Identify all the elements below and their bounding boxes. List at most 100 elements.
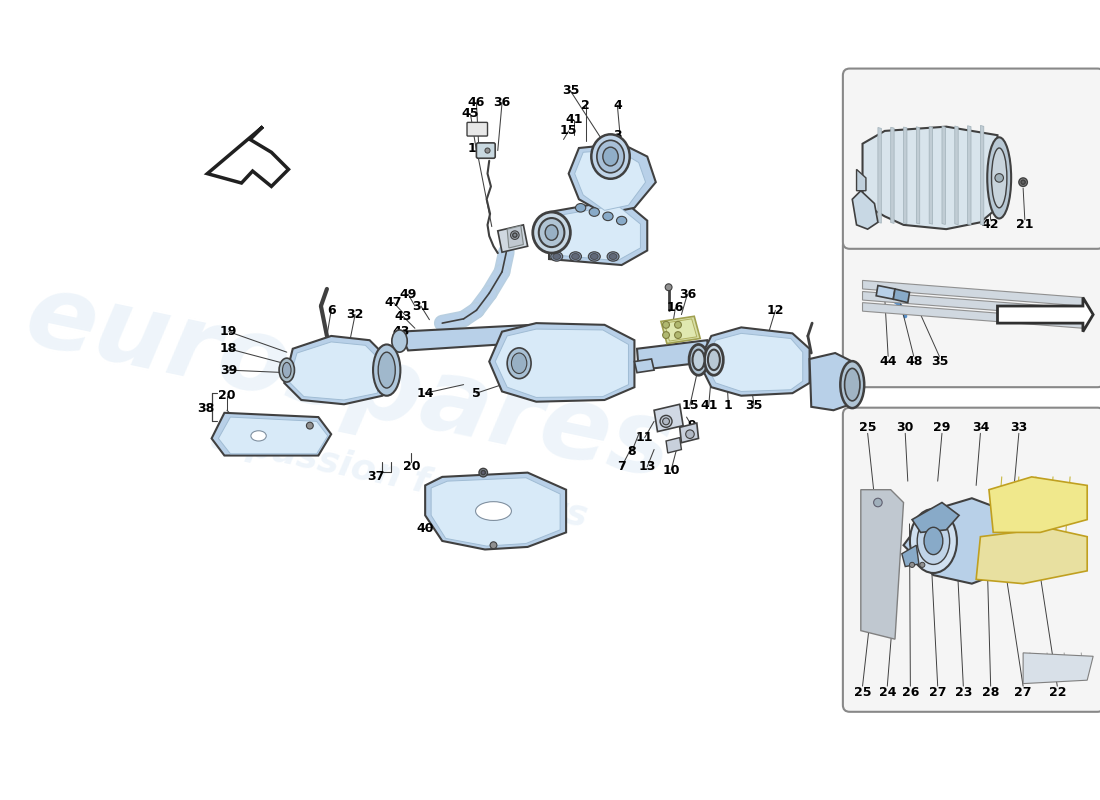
Text: 14: 14 [417, 386, 433, 400]
Circle shape [510, 231, 519, 239]
Text: 27: 27 [1014, 686, 1032, 698]
Ellipse shape [283, 362, 292, 378]
Text: 34: 34 [971, 421, 989, 434]
Text: 36: 36 [679, 287, 696, 301]
Text: 23: 23 [955, 686, 972, 698]
FancyBboxPatch shape [843, 408, 1100, 712]
Ellipse shape [609, 254, 617, 259]
Ellipse shape [693, 350, 704, 370]
FancyBboxPatch shape [843, 69, 1100, 249]
Polygon shape [284, 336, 387, 404]
Polygon shape [852, 190, 878, 229]
Circle shape [662, 418, 670, 425]
Text: 35: 35 [746, 398, 762, 412]
Text: 43: 43 [393, 325, 410, 338]
FancyBboxPatch shape [468, 122, 487, 136]
Ellipse shape [378, 352, 395, 388]
Text: 4: 4 [613, 98, 621, 112]
Circle shape [481, 470, 485, 474]
Text: 10: 10 [662, 463, 680, 477]
Polygon shape [903, 498, 1019, 584]
Circle shape [994, 174, 1003, 182]
Polygon shape [698, 327, 810, 396]
Ellipse shape [704, 345, 724, 375]
Ellipse shape [553, 254, 561, 259]
Polygon shape [219, 417, 328, 454]
Polygon shape [495, 329, 628, 398]
Circle shape [910, 562, 914, 567]
Text: 46: 46 [470, 124, 485, 134]
Polygon shape [903, 127, 906, 224]
Text: 25: 25 [859, 421, 877, 434]
Text: 2: 2 [582, 98, 590, 112]
Polygon shape [207, 126, 288, 186]
Polygon shape [431, 478, 560, 546]
Circle shape [491, 542, 497, 549]
Polygon shape [498, 225, 528, 252]
Circle shape [662, 332, 670, 338]
Text: 48: 48 [905, 355, 923, 368]
Polygon shape [553, 206, 640, 261]
Circle shape [674, 322, 681, 328]
Circle shape [513, 233, 517, 238]
Ellipse shape [591, 254, 598, 259]
Text: 16: 16 [667, 302, 684, 314]
Text: 11: 11 [636, 431, 653, 444]
Ellipse shape [592, 134, 629, 178]
Polygon shape [574, 150, 646, 210]
Polygon shape [878, 127, 881, 223]
Ellipse shape [845, 368, 860, 401]
Polygon shape [916, 126, 920, 224]
Text: 41: 41 [700, 398, 717, 412]
Polygon shape [661, 316, 701, 344]
Polygon shape [902, 546, 918, 566]
Polygon shape [490, 323, 635, 402]
Ellipse shape [251, 430, 266, 441]
Text: 20: 20 [218, 390, 235, 402]
Ellipse shape [570, 252, 582, 261]
Text: 29: 29 [933, 421, 950, 434]
Ellipse shape [546, 225, 558, 240]
Polygon shape [211, 413, 331, 455]
Text: 18: 18 [220, 342, 238, 355]
Text: 15: 15 [681, 398, 698, 412]
Polygon shape [861, 490, 903, 639]
Text: 15: 15 [560, 125, 578, 138]
Circle shape [685, 430, 694, 438]
FancyBboxPatch shape [843, 238, 1100, 387]
Ellipse shape [910, 509, 957, 573]
Text: 38: 38 [197, 402, 215, 415]
Text: 43: 43 [394, 310, 411, 322]
Circle shape [478, 468, 487, 477]
Circle shape [920, 562, 925, 567]
Polygon shape [637, 340, 712, 370]
Ellipse shape [607, 252, 619, 261]
Ellipse shape [590, 208, 600, 216]
Ellipse shape [603, 212, 613, 221]
Polygon shape [664, 319, 696, 341]
Ellipse shape [616, 216, 627, 225]
Text: 35: 35 [931, 355, 948, 368]
Text: 6: 6 [327, 304, 336, 317]
Ellipse shape [603, 147, 618, 166]
Text: 1: 1 [724, 398, 733, 412]
Polygon shape [507, 226, 524, 248]
Circle shape [660, 415, 672, 427]
FancyBboxPatch shape [476, 143, 495, 158]
Polygon shape [666, 438, 681, 453]
Circle shape [873, 498, 882, 506]
Text: 27: 27 [928, 686, 946, 698]
Text: 32: 32 [346, 308, 364, 321]
Text: 17: 17 [468, 142, 485, 154]
Circle shape [1019, 178, 1027, 186]
Text: H: H [557, 350, 580, 378]
Text: 12: 12 [767, 304, 784, 317]
Ellipse shape [392, 330, 407, 352]
Polygon shape [857, 170, 866, 190]
Ellipse shape [917, 518, 949, 565]
Circle shape [662, 322, 670, 328]
Text: a passion for parts: a passion for parts [208, 420, 591, 534]
Ellipse shape [924, 527, 943, 554]
Ellipse shape [708, 350, 719, 370]
Polygon shape [680, 423, 698, 442]
